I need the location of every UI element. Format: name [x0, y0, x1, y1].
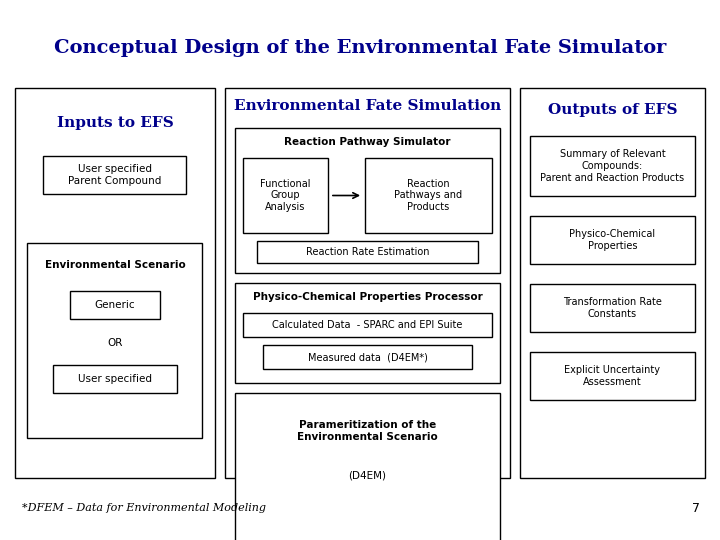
Text: Inputs to EFS: Inputs to EFS — [57, 116, 174, 130]
Bar — [235, 128, 500, 273]
Text: Reaction
Pathways and
Products: Reaction Pathways and Products — [395, 179, 462, 212]
Bar — [530, 284, 695, 332]
Bar — [235, 283, 500, 383]
Text: OR: OR — [107, 338, 122, 348]
Text: 7: 7 — [692, 502, 700, 515]
Bar — [530, 136, 695, 196]
Bar — [263, 345, 472, 369]
Text: Measured data  (D4EM*): Measured data (D4EM*) — [307, 352, 428, 362]
Bar — [530, 216, 695, 264]
Text: Explicit Uncertainty
Assessment: Explicit Uncertainty Assessment — [564, 365, 660, 387]
Text: Environmental Scenario: Environmental Scenario — [45, 260, 185, 270]
Text: Environmental Fate Simulation: Environmental Fate Simulation — [234, 99, 501, 113]
Text: Reaction Pathway Simulator: Reaction Pathway Simulator — [284, 137, 451, 147]
Text: Calculated Data  - SPARC and EPI Suite: Calculated Data - SPARC and EPI Suite — [272, 320, 463, 330]
Bar — [235, 393, 500, 540]
Text: Parameritization of the
Environmental Scenario: Parameritization of the Environmental Sc… — [297, 420, 438, 442]
Text: Transformation Rate
Constants: Transformation Rate Constants — [563, 297, 662, 319]
Text: (D4EM): (D4EM) — [348, 470, 387, 480]
Bar — [70, 291, 160, 319]
Bar — [365, 158, 492, 233]
Text: Physico-Chemical Properties Processor: Physico-Chemical Properties Processor — [253, 292, 482, 302]
Text: User specified: User specified — [78, 374, 152, 384]
Bar — [530, 352, 695, 400]
Text: Functional
Group
Analysis: Functional Group Analysis — [260, 179, 311, 212]
Text: Summary of Relevant
Compounds:
Parent and Reaction Products: Summary of Relevant Compounds: Parent an… — [541, 150, 685, 183]
Bar — [225, 88, 510, 478]
Text: Reaction Rate Estimation: Reaction Rate Estimation — [306, 247, 429, 257]
Bar — [43, 156, 186, 194]
Bar — [520, 88, 705, 478]
Text: Physico-Chemical
Properties: Physico-Chemical Properties — [570, 229, 656, 251]
Bar — [27, 243, 202, 438]
Text: Conceptual Design of the Environmental Fate Simulator: Conceptual Design of the Environmental F… — [54, 39, 666, 57]
Text: *DFEM – Data for Environmental Modeling: *DFEM – Data for Environmental Modeling — [22, 503, 266, 513]
Text: Outputs of EFS: Outputs of EFS — [548, 103, 678, 117]
Text: Generic: Generic — [95, 300, 135, 310]
Text: User specified
Parent Compound: User specified Parent Compound — [68, 164, 161, 186]
Bar — [53, 365, 177, 393]
Bar — [15, 88, 215, 478]
Bar — [243, 158, 328, 233]
Bar — [257, 241, 478, 263]
Bar — [243, 313, 492, 337]
